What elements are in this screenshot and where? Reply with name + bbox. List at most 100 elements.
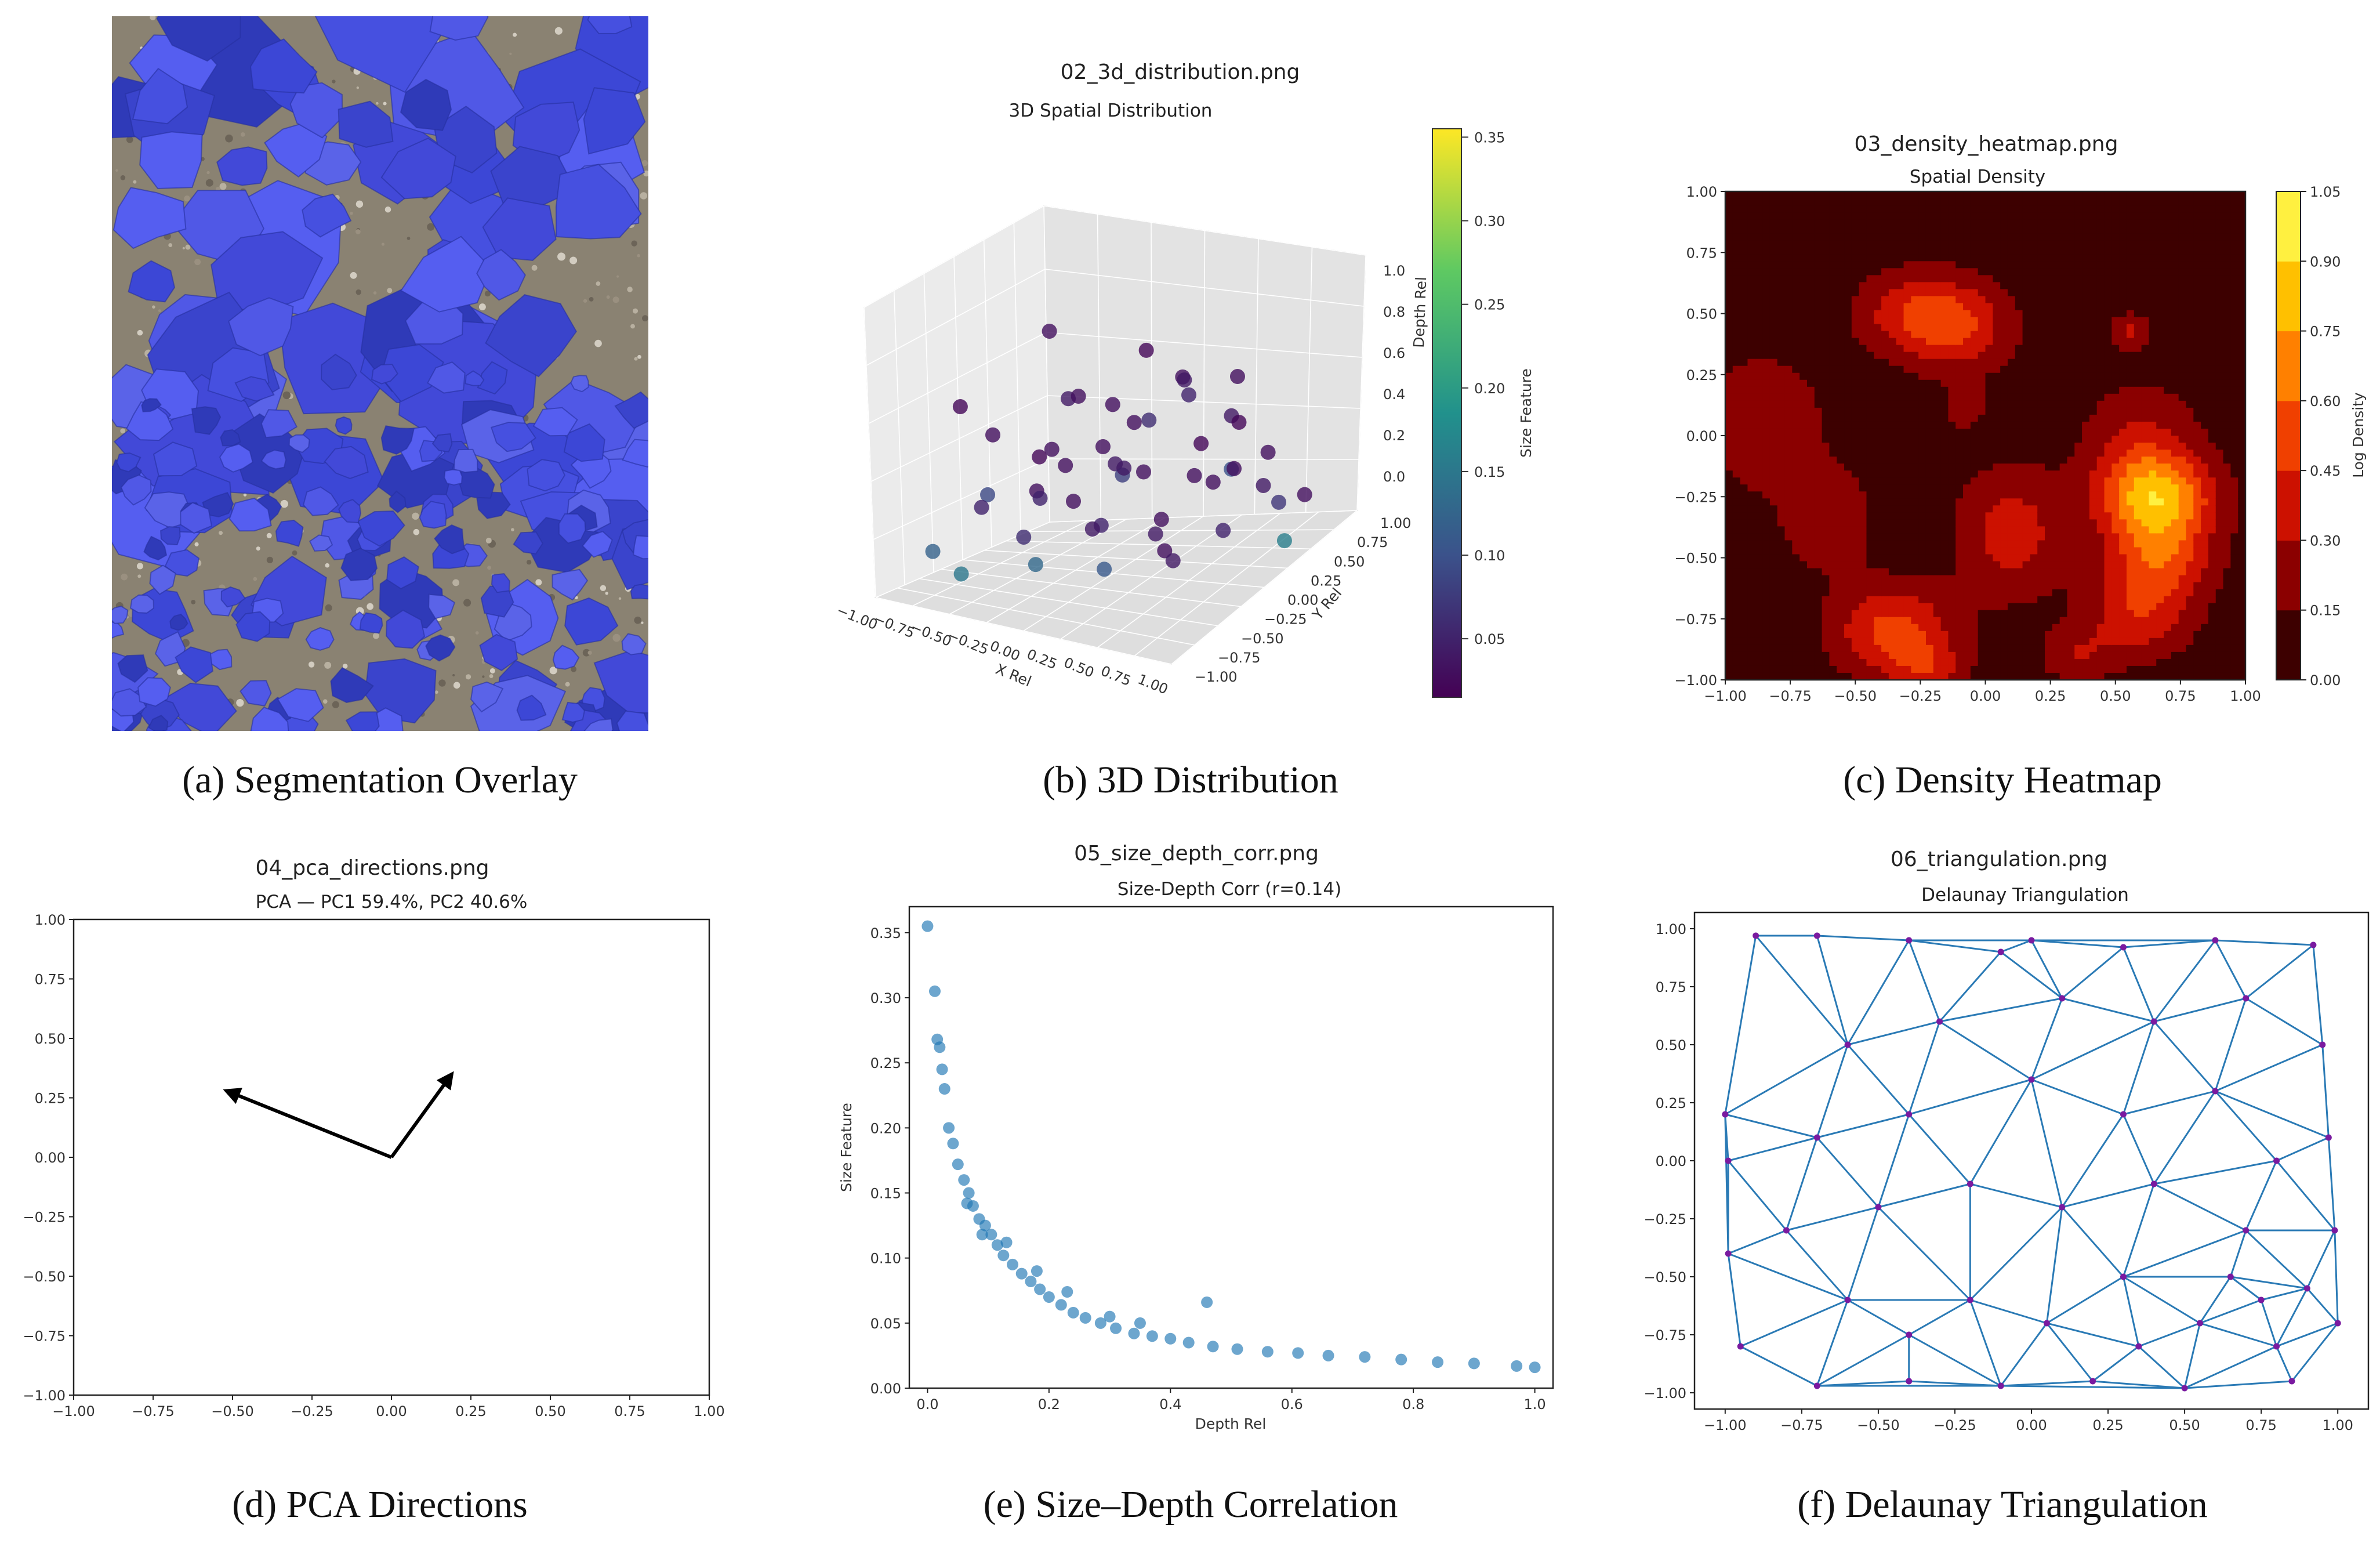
density-cell bbox=[2052, 233, 2060, 241]
density-cell bbox=[1799, 554, 1808, 562]
density-cell bbox=[1822, 421, 1830, 429]
density-cell bbox=[2037, 561, 2045, 569]
density-cell bbox=[1844, 219, 1852, 227]
rock-segment bbox=[444, 469, 463, 486]
density-cell bbox=[1732, 317, 1741, 325]
density-cell bbox=[2119, 261, 2127, 269]
density-cell bbox=[1925, 484, 1934, 492]
density-cell bbox=[2037, 191, 2045, 199]
density-cell bbox=[2156, 303, 2164, 311]
density-cell bbox=[1814, 352, 1823, 360]
gravel-speck bbox=[630, 324, 635, 329]
density-cell bbox=[2007, 575, 2016, 583]
gravel-speck bbox=[356, 86, 360, 89]
density-cell bbox=[1755, 582, 1763, 590]
density-cell bbox=[1955, 610, 1964, 618]
density-cell bbox=[1769, 658, 1778, 667]
density-cell bbox=[2015, 275, 2023, 283]
density-cell bbox=[1769, 310, 1778, 318]
density-cell bbox=[2007, 400, 2016, 408]
density-cell bbox=[1874, 554, 1882, 562]
density-cell bbox=[2015, 561, 2023, 569]
scatter3d-point bbox=[1058, 458, 1073, 473]
density-cell bbox=[1814, 247, 1823, 255]
density-cell bbox=[2082, 240, 2090, 248]
density-cell bbox=[2067, 268, 2075, 276]
density-cell bbox=[1762, 610, 1771, 618]
density-cell bbox=[1844, 261, 1852, 269]
density-cell bbox=[2111, 212, 2120, 220]
density-cell bbox=[2141, 310, 2150, 318]
density-cell bbox=[2074, 561, 2082, 569]
density-cell bbox=[1814, 296, 1823, 304]
density-cell bbox=[2074, 428, 2082, 436]
density-cell bbox=[2052, 198, 2060, 206]
wall-grid-line bbox=[864, 307, 876, 598]
density-cell bbox=[2030, 338, 2038, 346]
density-cell bbox=[1978, 540, 1986, 548]
gravel-speck bbox=[485, 537, 492, 544]
density-cell bbox=[2067, 443, 2075, 450]
density-cell bbox=[1725, 421, 1733, 429]
density-cell bbox=[1762, 219, 1771, 227]
rock-segment bbox=[429, 16, 489, 41]
density-cell bbox=[1896, 533, 1904, 541]
density-cell bbox=[2074, 512, 2082, 520]
density-cell bbox=[2156, 407, 2164, 415]
density-cell bbox=[2000, 568, 2008, 576]
density-cell bbox=[1963, 393, 1971, 401]
density-cell bbox=[2082, 603, 2090, 611]
density-cell bbox=[1896, 212, 1904, 220]
density-cell bbox=[1732, 589, 1741, 597]
density-cell bbox=[1769, 212, 1778, 220]
density-cell bbox=[1844, 554, 1852, 562]
density-cell bbox=[2156, 582, 2164, 590]
density-cell bbox=[1784, 414, 1793, 422]
density-cell bbox=[1985, 310, 1993, 318]
density-cell bbox=[2134, 568, 2142, 576]
density-cell bbox=[1777, 505, 1786, 513]
density-cell bbox=[1940, 450, 1949, 457]
rock-segment bbox=[250, 707, 289, 731]
density-cell bbox=[2111, 191, 2120, 199]
density-cell bbox=[2126, 205, 2135, 213]
density-cell bbox=[1993, 379, 2001, 388]
scatter3d-point bbox=[1126, 415, 1142, 430]
density-cell bbox=[2096, 358, 2105, 367]
density-cell bbox=[1769, 386, 1778, 394]
density-cell bbox=[1814, 226, 1823, 234]
density-cell bbox=[2015, 296, 2023, 304]
density-cell bbox=[1955, 247, 1964, 255]
density-cell bbox=[2082, 547, 2090, 555]
density-cell bbox=[1814, 386, 1823, 394]
density-cell bbox=[2111, 672, 2120, 680]
density-cell bbox=[1881, 282, 1889, 289]
density-cell bbox=[1799, 414, 1808, 422]
density-cell bbox=[1866, 233, 1874, 241]
density-cell bbox=[1747, 672, 1755, 680]
density-cell bbox=[2089, 414, 2098, 422]
density-cell bbox=[1903, 400, 1911, 408]
density-cell bbox=[1799, 191, 1808, 199]
density-cell bbox=[2126, 638, 2135, 646]
density-cell bbox=[1762, 617, 1771, 625]
density-cell bbox=[1903, 603, 1911, 611]
density-cell bbox=[2096, 345, 2105, 353]
density-cell bbox=[1993, 428, 2001, 436]
density-cell bbox=[1851, 414, 1860, 422]
density-cell bbox=[1837, 498, 1845, 506]
density-cell bbox=[1963, 665, 1971, 673]
density-cell bbox=[1740, 568, 1748, 576]
density-cell bbox=[1851, 219, 1860, 227]
density-cell bbox=[1933, 254, 1942, 262]
density-cell bbox=[1814, 624, 1823, 632]
density-cell bbox=[2089, 212, 2098, 220]
density-cell bbox=[1933, 205, 1942, 213]
density-cell bbox=[1799, 498, 1808, 506]
density-cell bbox=[2111, 352, 2120, 360]
density-cell bbox=[1888, 658, 1897, 667]
density-cell bbox=[1933, 463, 1942, 471]
density-cell bbox=[1732, 603, 1741, 611]
density-cell bbox=[1918, 672, 1927, 680]
density-cell bbox=[1955, 470, 1964, 478]
